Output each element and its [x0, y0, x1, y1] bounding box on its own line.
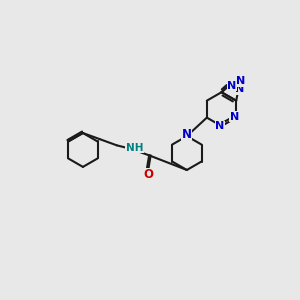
- Text: N: N: [182, 128, 192, 141]
- Text: O: O: [143, 168, 153, 181]
- Text: N: N: [236, 76, 245, 86]
- Text: N: N: [230, 112, 239, 122]
- Text: N: N: [215, 121, 225, 131]
- Text: N: N: [235, 84, 244, 94]
- Text: N: N: [227, 81, 236, 91]
- Text: NH: NH: [126, 143, 143, 153]
